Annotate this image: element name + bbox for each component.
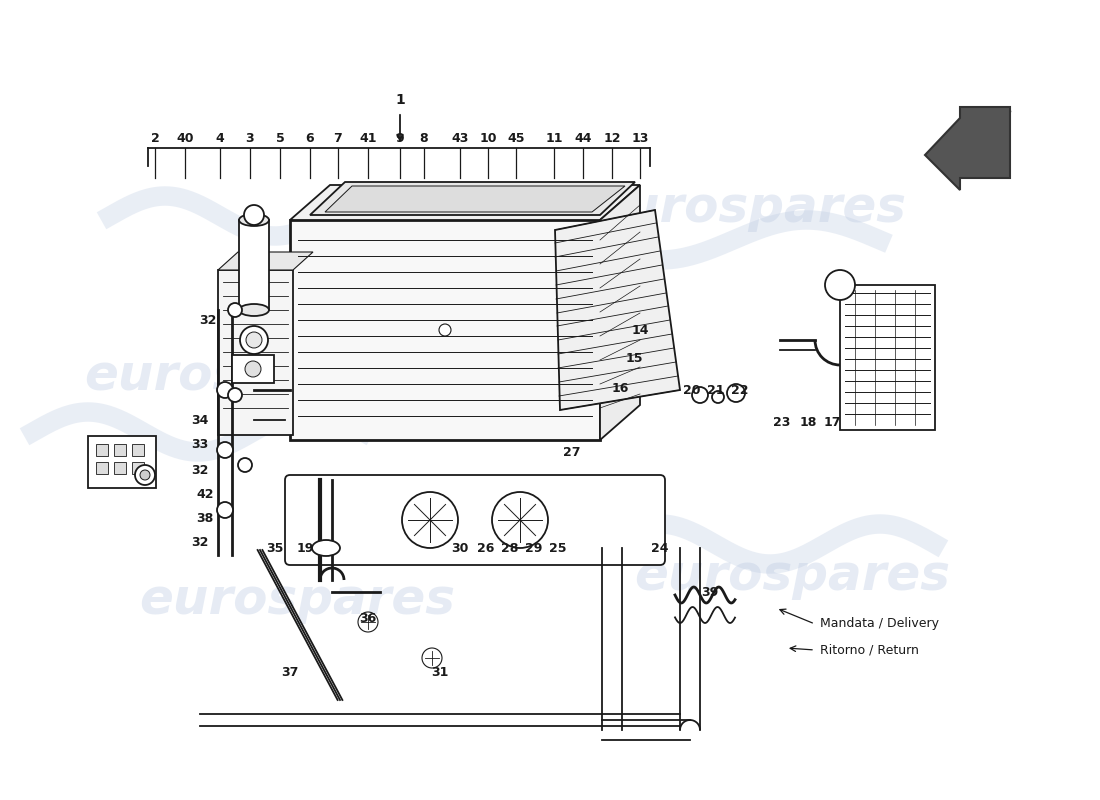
- Text: 26: 26: [477, 542, 495, 554]
- Text: 33: 33: [191, 438, 209, 451]
- Text: 13: 13: [631, 131, 649, 145]
- Text: 45: 45: [507, 131, 525, 145]
- Bar: [232, 355, 274, 383]
- Text: 10: 10: [480, 131, 497, 145]
- Text: 16: 16: [612, 382, 629, 394]
- Text: 31: 31: [431, 666, 449, 678]
- Circle shape: [135, 465, 155, 485]
- Text: 39: 39: [702, 586, 718, 598]
- Text: 44: 44: [574, 131, 592, 145]
- Text: 40: 40: [176, 131, 194, 145]
- Text: 24: 24: [651, 542, 669, 554]
- Polygon shape: [290, 185, 640, 220]
- Ellipse shape: [239, 214, 270, 226]
- Bar: [290, 220, 600, 440]
- Text: 41: 41: [360, 131, 376, 145]
- Text: 29: 29: [526, 542, 542, 554]
- Circle shape: [217, 442, 233, 458]
- Text: 36: 36: [360, 611, 376, 625]
- Text: 9: 9: [396, 131, 405, 145]
- Text: 27: 27: [563, 446, 581, 459]
- Text: 43: 43: [451, 131, 469, 145]
- Text: eurospares: eurospares: [84, 352, 400, 400]
- Polygon shape: [925, 107, 1010, 190]
- Ellipse shape: [312, 540, 340, 556]
- Text: 38: 38: [197, 511, 213, 525]
- Text: 11: 11: [546, 131, 563, 145]
- Circle shape: [228, 303, 242, 317]
- Text: 8: 8: [420, 131, 428, 145]
- Circle shape: [246, 332, 262, 348]
- Circle shape: [240, 326, 268, 354]
- Text: 28: 28: [502, 542, 519, 554]
- Polygon shape: [600, 185, 640, 440]
- Bar: [88, 436, 156, 488]
- Text: eurospares: eurospares: [139, 576, 455, 624]
- Circle shape: [439, 324, 451, 336]
- Text: 22: 22: [732, 383, 749, 397]
- Circle shape: [217, 502, 233, 518]
- Circle shape: [245, 361, 261, 377]
- Bar: [96, 444, 108, 456]
- Text: 3: 3: [245, 131, 254, 145]
- Text: 19: 19: [296, 542, 314, 554]
- Circle shape: [492, 492, 548, 548]
- Bar: [114, 462, 126, 474]
- Text: 32: 32: [191, 537, 209, 550]
- Polygon shape: [324, 186, 625, 212]
- Circle shape: [358, 612, 378, 632]
- Circle shape: [712, 391, 724, 403]
- Circle shape: [727, 384, 745, 402]
- Text: 23: 23: [773, 415, 791, 429]
- Text: 35: 35: [266, 542, 284, 554]
- Bar: [114, 444, 126, 456]
- Text: Ritorno / Return: Ritorno / Return: [820, 643, 918, 657]
- Text: 37: 37: [282, 666, 299, 678]
- Text: 17: 17: [823, 415, 840, 429]
- Text: 1: 1: [395, 93, 405, 107]
- Circle shape: [244, 205, 264, 225]
- Text: 32: 32: [191, 463, 209, 477]
- Bar: [840, 285, 935, 430]
- Text: 5: 5: [276, 131, 285, 145]
- Text: 14: 14: [631, 323, 649, 337]
- Circle shape: [692, 387, 708, 403]
- Text: 12: 12: [603, 131, 620, 145]
- Circle shape: [238, 458, 252, 472]
- Text: 18: 18: [800, 415, 816, 429]
- FancyBboxPatch shape: [285, 475, 666, 565]
- Text: 21: 21: [707, 383, 725, 397]
- Text: 32: 32: [199, 314, 217, 326]
- Text: Mandata / Delivery: Mandata / Delivery: [820, 618, 939, 630]
- Text: 25: 25: [549, 542, 566, 554]
- Text: 4: 4: [216, 131, 224, 145]
- Text: 6: 6: [306, 131, 315, 145]
- Circle shape: [228, 388, 242, 402]
- Bar: [132, 462, 144, 474]
- Text: 34: 34: [191, 414, 209, 426]
- Polygon shape: [310, 182, 635, 215]
- Text: eurospares: eurospares: [634, 552, 950, 600]
- Bar: [218, 270, 293, 435]
- Text: 30: 30: [451, 542, 469, 554]
- Circle shape: [217, 382, 233, 398]
- Text: 20: 20: [683, 383, 701, 397]
- Polygon shape: [556, 210, 680, 410]
- Bar: [96, 462, 108, 474]
- Text: eurospares: eurospares: [590, 184, 906, 232]
- Text: 15: 15: [625, 351, 642, 365]
- Bar: [239, 220, 270, 310]
- Circle shape: [825, 270, 855, 300]
- Polygon shape: [218, 252, 314, 270]
- Circle shape: [422, 648, 442, 668]
- Circle shape: [402, 492, 458, 548]
- Text: 2: 2: [151, 131, 160, 145]
- Circle shape: [140, 470, 150, 480]
- Bar: [132, 444, 144, 456]
- Ellipse shape: [239, 304, 270, 316]
- Text: 42: 42: [196, 489, 213, 502]
- Text: 7: 7: [333, 131, 342, 145]
